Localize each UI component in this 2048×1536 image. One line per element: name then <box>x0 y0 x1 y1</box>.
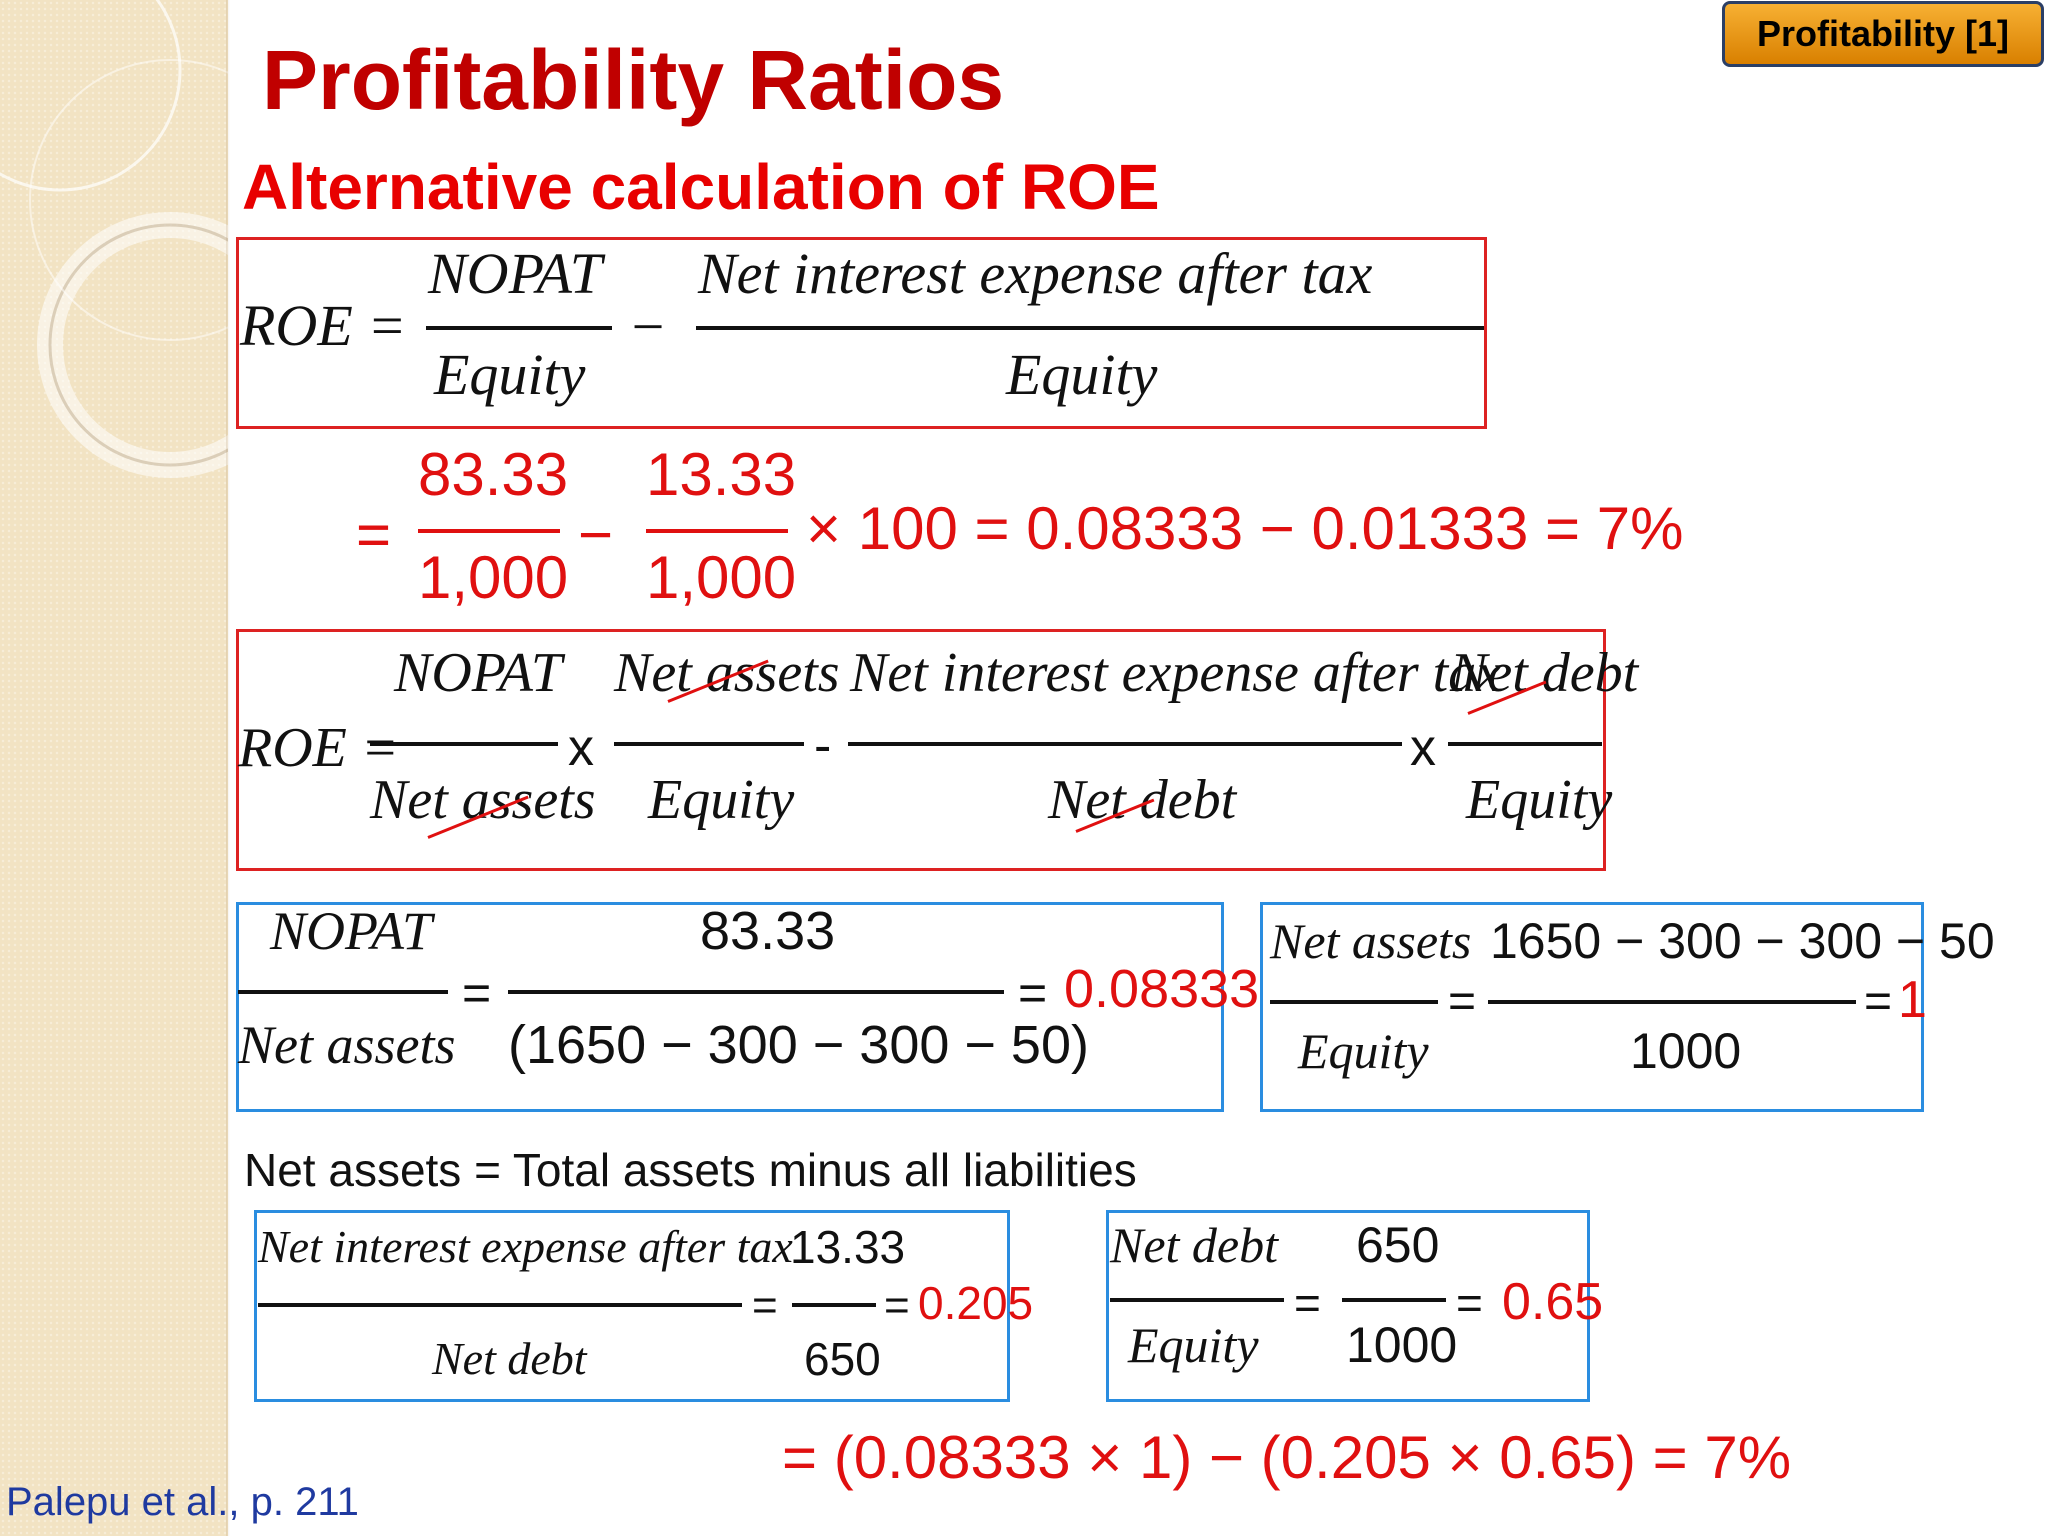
calc-denominator: 1,000 <box>418 544 569 611</box>
value-numerator: 13.33 <box>790 1221 906 1273</box>
fraction-bar <box>792 1303 876 1307</box>
fraction-bar <box>1270 1000 1438 1004</box>
net-debt-denominator: Net debt <box>432 1333 587 1384</box>
equity-denominator: Equity <box>1466 769 1613 831</box>
roe-label: ROE = <box>240 293 407 358</box>
net-assets-numerator: Net assets <box>614 642 840 704</box>
calc-denominator: 1,000 <box>646 544 797 611</box>
value-denominator: 1000 <box>1346 1317 1458 1373</box>
net-assets-denominator: Net assets <box>370 769 596 831</box>
interest-numerator: Net interest expense after tax <box>850 642 1502 704</box>
net-assets-denominator: Net assets <box>238 1015 456 1075</box>
fraction-bar <box>370 742 558 746</box>
equals-sign: = <box>1456 1277 1483 1329</box>
value-numerator: 83.33 <box>700 901 836 961</box>
fraction-bar <box>418 529 560 533</box>
leverage-ratio-box <box>1260 902 1924 1112</box>
equity-denominator: Equity <box>1006 342 1158 407</box>
minus-sign: - <box>814 717 832 775</box>
source-citation: Palepu et al., p. 211 <box>6 1480 359 1524</box>
value-denominator: 650 <box>804 1333 881 1385</box>
equity-denominator: Equity <box>434 342 586 407</box>
net-assets-definition: Net assets = Total assets minus all liab… <box>244 1144 1137 1196</box>
value-denominator: 1000 <box>1630 1023 1742 1079</box>
net-assets-numerator: Net assets <box>1270 913 1472 969</box>
interest-ratio-box <box>254 1210 1010 1402</box>
equals-sign: = <box>752 1281 778 1330</box>
decorative-sidebar <box>0 0 228 1536</box>
slide-title: Profitability Ratios <box>262 33 1005 127</box>
equals-sign: = <box>884 1281 910 1330</box>
equity-denominator: Equity <box>1298 1023 1429 1079</box>
equals-sign: = <box>356 501 392 568</box>
section-badge: Profitability [1] <box>1722 1 2044 67</box>
result-value: 1 <box>1898 971 1927 1029</box>
equity-denominator: Equity <box>648 769 795 831</box>
ring-decoration <box>0 0 228 478</box>
fraction-bar <box>258 1303 742 1307</box>
fraction-bar <box>646 529 788 533</box>
calc-result-chain: × 100 = 0.08333 − 0.01333 = 7% <box>806 495 1684 562</box>
value-numerator: 650 <box>1356 1217 1440 1273</box>
equals-sign: = <box>1864 975 1893 1028</box>
minus-sign: − <box>628 294 668 359</box>
fraction-bar <box>614 742 804 746</box>
fraction-bar <box>696 326 1484 330</box>
minus-sign: − <box>578 501 614 568</box>
roe-label: ROE = <box>238 717 399 779</box>
fraction-bar <box>1448 742 1602 746</box>
nopat-numerator: NOPAT <box>428 241 603 306</box>
calc-numerator: 83.33 <box>418 441 569 508</box>
net-debt-denominator: Net debt <box>1048 769 1237 831</box>
net-debt-ratio-box <box>1106 1210 1590 1402</box>
equals-sign: = <box>1294 1277 1321 1329</box>
equals-sign: = <box>1018 965 1048 1021</box>
equals-sign: = <box>462 965 492 1021</box>
fraction-bar <box>1342 1298 1446 1302</box>
times-sign: x <box>1410 719 1436 777</box>
result-value: 0.08333 <box>1064 959 1260 1019</box>
times-sign: x <box>568 719 594 777</box>
roe-decomposition-box <box>236 629 1606 871</box>
nopat-numerator: NOPAT <box>394 642 563 704</box>
equity-denominator: Equity <box>1128 1317 1259 1373</box>
fraction-bar <box>238 990 448 994</box>
net-debt-numerator: Net debt <box>1110 1217 1279 1273</box>
fraction-bar <box>848 742 1402 746</box>
roe-formula-box <box>236 237 1487 429</box>
interest-numerator: Net interest expense after tax <box>698 241 1373 306</box>
result-value: 0.205 <box>918 1277 1034 1329</box>
equals-sign: = <box>1448 975 1477 1028</box>
result-value: 0.65 <box>1502 1273 1604 1331</box>
interest-numerator: Net interest expense after tax <box>258 1221 793 1272</box>
sidebar-edge <box>226 0 230 1536</box>
net-debt-numerator: Net debt <box>1450 642 1639 704</box>
fraction-bar <box>1488 1000 1856 1004</box>
nopat-ratio-box <box>236 902 1224 1112</box>
fraction-bar <box>426 326 612 330</box>
calc-numerator: 13.33 <box>646 441 797 508</box>
final-result: = (0.08333 × 1) − (0.205 × 0.65) = 7% <box>782 1424 1792 1491</box>
nopat-numerator: NOPAT <box>270 901 433 961</box>
fraction-bar <box>508 990 1004 994</box>
value-denominator: (1650 − 300 − 300 − 50) <box>508 1015 1089 1075</box>
fraction-bar <box>1110 1298 1284 1302</box>
value-numerator: 1650 − 300 − 300 − 50 <box>1490 913 1995 969</box>
slide-subtitle: Alternative calculation of ROE <box>242 151 1160 223</box>
